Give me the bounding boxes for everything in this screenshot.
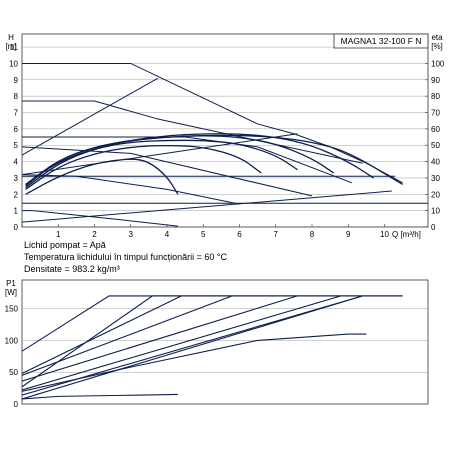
head-series-head-3: [22, 146, 313, 197]
power-y-tick-label: 100: [5, 336, 19, 345]
eta-tick-label: 60: [431, 125, 440, 134]
power-series-7: [22, 333, 367, 392]
power-series-3: [22, 295, 233, 376]
power-curves: [22, 295, 403, 400]
eta-tick-label: 20: [431, 190, 440, 199]
eta-tick-label: 90: [431, 76, 440, 85]
head-series-head-4: [22, 174, 240, 205]
power-y-tick-label: 50: [9, 368, 18, 377]
power-y-tick-label: 150: [5, 305, 19, 314]
head-x-tick-label: 1: [56, 230, 61, 239]
head-chart: 0 1 2 3 4 5 6 7 8 9 10 11 0 10 20 30 40 50 60 70 80 90 100 1 2 3 4…: [5, 33, 444, 239]
density-label: Densitate = 983.2 kg/m³: [24, 264, 120, 274]
eta-axis-label: eta: [431, 33, 443, 42]
head-y-tick-label: 5: [14, 141, 19, 150]
head-y-tick-label: 10: [9, 59, 18, 68]
eta-tick-label: 10: [431, 207, 440, 216]
power-chart: 0 50 100 150 P1[W]: [5, 279, 429, 409]
head-y-tick-label: 4: [14, 158, 19, 167]
head-series-efficiency-13: [25, 135, 335, 187]
head-y-tick-label: 0: [14, 223, 19, 232]
head-x-tick-label: 7: [274, 230, 279, 239]
title-box: [333, 33, 429, 49]
head-y-tick-label: 8: [14, 92, 19, 101]
head-series-efficiency-14: [25, 139, 298, 189]
chart-title: MAGNA1 32-100 F N: [341, 36, 422, 46]
eta-tick-label: 30: [431, 174, 440, 183]
head-series-efficiency-16: [25, 158, 179, 195]
head-x-tick-label: 4: [165, 230, 170, 239]
head-x-tick-label: 8: [310, 230, 315, 239]
head-y-axis-label-line2: [m]: [5, 42, 16, 51]
head-y-tick-label: 2: [14, 190, 19, 199]
head-y-tick-label: 3: [14, 174, 19, 183]
head-series-head-5: [22, 210, 178, 227]
head-plot-frame: [21, 33, 429, 228]
head-x-axis-label: Q [m³/h]: [392, 230, 421, 239]
head-y-tick-label: 6: [14, 125, 19, 134]
head-x-tick-label: 3: [129, 230, 134, 239]
head-y-tick-label: 7: [14, 109, 19, 118]
eta-tick-label: 70: [431, 109, 440, 118]
head-series-control-8: [22, 190, 392, 223]
head-y-tick-label: 1: [14, 207, 19, 216]
eta-tick-label: 0: [431, 223, 436, 232]
power-series-9: [22, 295, 363, 400]
eta-axis-label-line2: [%]: [431, 42, 443, 51]
head-series-head-1: [22, 100, 363, 164]
power-series-1: [22, 295, 403, 388]
head-series-efficiency-15: [25, 144, 262, 190]
head-y-axis-label: H: [8, 33, 14, 42]
power-series-2: [22, 295, 182, 374]
head-series-control-7: [22, 77, 159, 156]
eta-tick-label: 50: [431, 141, 440, 150]
head-y-tick-label: 11: [10, 43, 19, 52]
eta-tick-label: 40: [431, 158, 440, 167]
head-x-tick-label: 10: [380, 230, 389, 239]
power-y-axis-label: P1: [6, 279, 16, 288]
head-x-tick-label: 5: [201, 230, 206, 239]
power-series-5: [22, 295, 342, 391]
power-plot-frame: [21, 279, 429, 405]
head-curves: [22, 62, 428, 227]
power-series-4: [22, 295, 298, 382]
head-x-tick-label: 2: [92, 230, 97, 239]
medium-label: Lichid pompat = Apă: [24, 240, 106, 250]
eta-tick-label: 100: [431, 59, 445, 68]
temperature-label: Temperatura lichidului în timpul funcțio…: [24, 252, 227, 262]
power-y-tick-label: 0: [14, 400, 19, 409]
head-y-tick-label: 9: [14, 76, 19, 85]
power-y-axis-label-line2: [W]: [5, 288, 17, 297]
head-series-control-6: [22, 133, 298, 176]
head-x-tick-label: 6: [237, 230, 242, 239]
power-series-0: [22, 295, 403, 352]
power-series-8: [22, 393, 178, 400]
head-x-tick-label: 9: [346, 230, 351, 239]
eta-tick-label: 80: [431, 92, 440, 101]
